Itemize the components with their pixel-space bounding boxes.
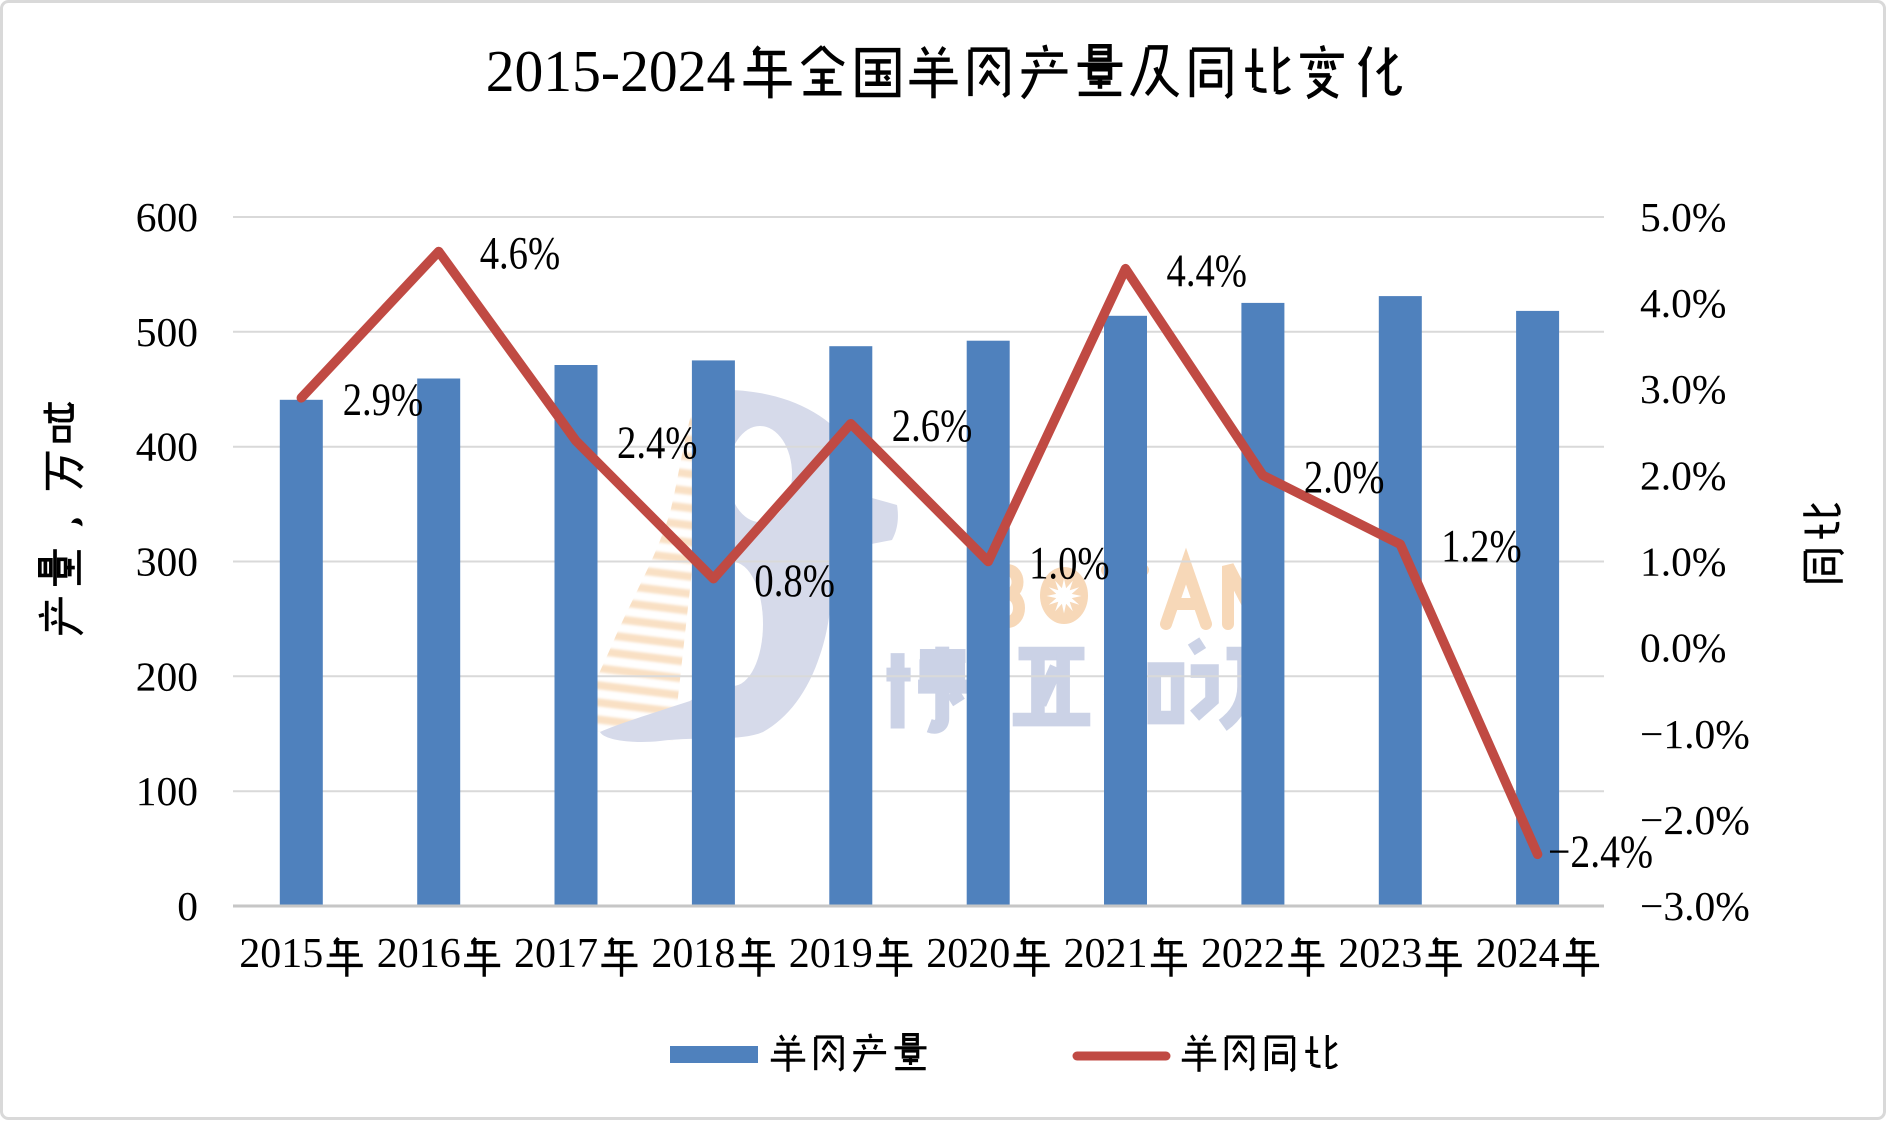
svg-text:4.4%: 4.4% xyxy=(1167,246,1248,297)
svg-text:200: 200 xyxy=(136,653,198,699)
svg-text:2024: 2024 xyxy=(1476,931,1560,977)
svg-text:1.2%: 1.2% xyxy=(1441,521,1522,572)
svg-text:2.4%: 2.4% xyxy=(617,418,698,469)
svg-text:500: 500 xyxy=(136,309,198,355)
svg-text:2015: 2015 xyxy=(239,931,323,977)
svg-text:−2.0%: −2.0% xyxy=(1640,797,1750,843)
svg-text:1.0%: 1.0% xyxy=(1029,539,1110,590)
svg-text:2.6%: 2.6% xyxy=(892,401,973,452)
svg-text:−2.4%: −2.4% xyxy=(1548,827,1653,878)
svg-text:5.0%: 5.0% xyxy=(1640,194,1726,240)
svg-text:2.0%: 2.0% xyxy=(1304,453,1385,504)
svg-text:3.0%: 3.0% xyxy=(1640,366,1726,412)
svg-text:4.6%: 4.6% xyxy=(480,229,561,280)
svg-text:0: 0 xyxy=(177,883,198,929)
svg-text:2017: 2017 xyxy=(514,931,598,977)
svg-text:2018: 2018 xyxy=(651,931,735,977)
svg-text:600: 600 xyxy=(136,194,198,240)
svg-text:400: 400 xyxy=(136,424,198,470)
svg-text:0.0%: 0.0% xyxy=(1640,625,1726,671)
svg-text:2016: 2016 xyxy=(377,931,461,977)
svg-text:2020: 2020 xyxy=(926,931,1010,977)
svg-text:0.8%: 0.8% xyxy=(754,556,835,607)
svg-text:−3.0%: −3.0% xyxy=(1640,883,1750,929)
svg-text:2015-2024: 2015-2024 xyxy=(486,38,736,104)
svg-text:2022: 2022 xyxy=(1201,931,1285,977)
svg-text:100: 100 xyxy=(136,768,198,814)
svg-text:−1.0%: −1.0% xyxy=(1640,711,1750,757)
svg-text:2021: 2021 xyxy=(1064,931,1148,977)
svg-text:300: 300 xyxy=(136,539,198,585)
svg-text:1.0%: 1.0% xyxy=(1640,539,1726,585)
svg-text:2.9%: 2.9% xyxy=(343,375,424,426)
svg-text:2.0%: 2.0% xyxy=(1640,452,1726,498)
svg-text:2023: 2023 xyxy=(1338,931,1422,977)
svg-text:4.0%: 4.0% xyxy=(1640,280,1726,326)
svg-text:2019: 2019 xyxy=(789,931,873,977)
